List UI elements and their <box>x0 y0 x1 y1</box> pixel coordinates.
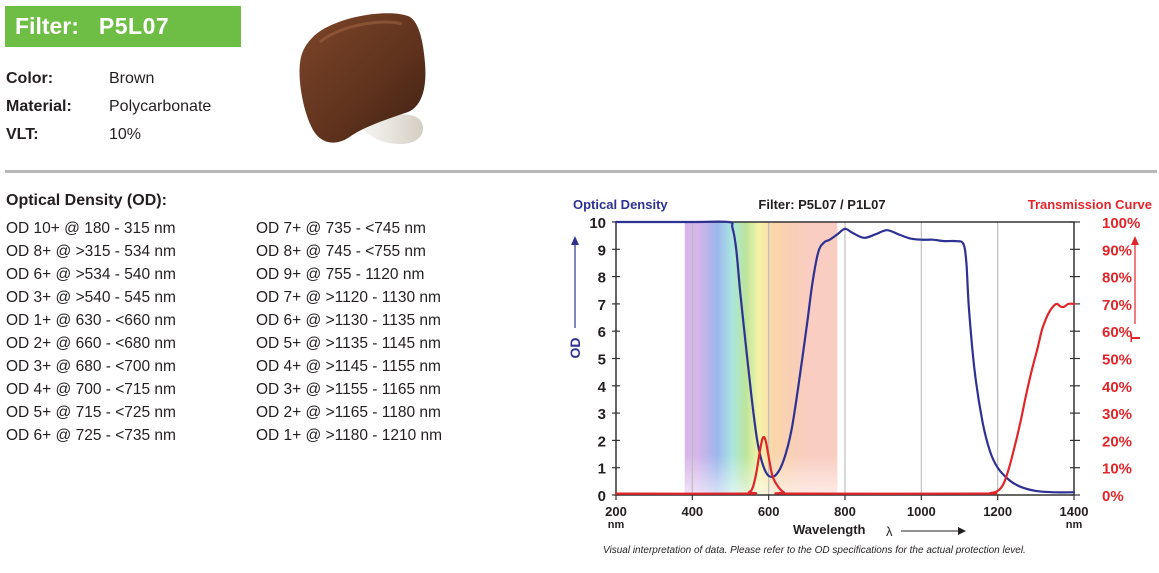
lambda-symbol: λ <box>886 524 893 539</box>
property-key: Color: <box>6 70 54 87</box>
od-spec-line: OD 8+ @ 745 - <755 nm <box>256 243 426 260</box>
left-tick-label: 2 <box>598 433 606 450</box>
od-spec-line: OD 9+ @ 755 - 1120 nm <box>256 266 425 283</box>
right-tick-label: 40% <box>1102 379 1132 396</box>
left-tick-label: 6 <box>598 324 606 341</box>
chart-title: Filter: P5L07 / P1L07 <box>758 197 885 212</box>
x-axis-label: Wavelength <box>793 522 866 537</box>
od-spec-column-2: OD 7+ @ 735 - <745 nm OD 8+ @ 745 - <755… <box>256 220 442 450</box>
left-tick-label: 4 <box>598 379 607 396</box>
od-spec-line: OD 6+ @ >1130 - 1135 nm <box>256 312 441 329</box>
left-chart-title: Optical Density <box>573 197 668 212</box>
od-spec-line: OD 3+ @ 680 - <700 nm <box>6 358 176 375</box>
filter-code: P5L07 <box>98 13 170 39</box>
od-spec-line: OD 1+ @ >1180 - 1210 nm <box>256 427 443 444</box>
right-tick-label: 30% <box>1102 406 1132 423</box>
chart-footnote: Visual interpretation of data. Please re… <box>603 545 1026 556</box>
od-spec-line: OD 2+ @ 660 - <680 nm <box>6 335 176 352</box>
od-curve <box>614 220 1076 494</box>
left-tick-label: 9 <box>598 242 606 259</box>
left-tick-label: 8 <box>598 270 606 287</box>
property-key: Material: <box>6 98 72 115</box>
x-tick-label: 1200 <box>983 504 1012 519</box>
od-spec-line: OD 3+ @ >540 - 545 nm <box>6 289 176 306</box>
right-tick-label: 90% <box>1102 242 1132 259</box>
property-value: Brown <box>109 70 155 87</box>
right-axis-label: T <box>1127 333 1143 342</box>
x-tick-label: 200 <box>605 504 627 519</box>
od-spec-line: OD 2+ @ >1165 - 1180 nm <box>256 404 441 421</box>
x-axis-arrow-head <box>958 527 966 535</box>
right-tick-label: 80% <box>1102 270 1132 287</box>
left-tick-label: 0 <box>598 488 606 505</box>
x-tick-label: 1000 <box>907 504 936 519</box>
left-tick-label: 3 <box>598 406 606 423</box>
od-spec-line: OD 6+ @ 725 - <735 nm <box>6 427 176 444</box>
left-axis-arrow-head <box>571 236 579 245</box>
x-tick-label: 600 <box>758 504 780 519</box>
right-tick-label: 60% <box>1102 324 1132 341</box>
left-axis-label: OD <box>567 338 583 359</box>
x-tick-label: 1400 <box>1060 504 1089 519</box>
right-tick-label: 100% <box>1102 215 1140 232</box>
od-spec-column-1: OD 10+ @ 180 - 315 nm OD 8+ @ >315 - 534… <box>6 220 176 450</box>
od-spec-line: OD 5+ @ 715 - <725 nm <box>6 404 176 421</box>
od-transmission-chart: 0123456789100%10%20%30%40%50%60%70%80%90… <box>567 197 1152 539</box>
right-tick-label: 50% <box>1102 352 1132 369</box>
left-tick-label: 7 <box>598 297 606 314</box>
od-section-title: Optical Density (OD): <box>6 192 167 209</box>
od-spec-line: OD 5+ @ >1135 - 1145 nm <box>256 335 441 352</box>
spectrum-fade <box>684 222 838 495</box>
left-tick-label: 10 <box>589 215 606 232</box>
section-divider <box>5 170 1157 173</box>
left-tick-label: 1 <box>598 461 606 478</box>
od-spec-line: OD 7+ @ >1120 - 1130 nm <box>256 289 441 306</box>
x-tick-label: 400 <box>681 504 703 519</box>
right-chart-title: Transmission Curve <box>1028 197 1152 212</box>
x-unit-label-left: nm <box>608 519 625 531</box>
x-tick-label: 800 <box>834 504 856 519</box>
od-spec-line: OD 4+ @ 700 - <715 nm <box>6 381 176 398</box>
od-spec-line: OD 3+ @ >1155 - 1165 nm <box>256 381 441 398</box>
x-unit-label-right: nm <box>1066 519 1083 531</box>
right-axis-arrow-head <box>1131 236 1139 245</box>
property-value: Polycarbonate <box>109 98 212 115</box>
transmission-curve <box>614 302 1076 495</box>
od-spec-line: OD 8+ @ >315 - 534 nm <box>6 243 176 260</box>
left-tick-label: 5 <box>598 352 606 369</box>
od-spec-line: OD 1+ @ 630 - <660 nm <box>6 312 176 329</box>
right-tick-label: 0% <box>1102 488 1124 505</box>
filter-title-bar: Filter: P5L07 <box>5 6 241 47</box>
filter-label: Filter: <box>15 13 79 39</box>
property-key: VLT: <box>6 126 39 143</box>
od-spec-line: OD 7+ @ 735 - <745 nm <box>256 220 426 237</box>
right-tick-label: 70% <box>1102 297 1132 314</box>
right-tick-label: 10% <box>1102 461 1132 478</box>
od-spec-line: OD 6+ @ >534 - 540 nm <box>6 266 176 283</box>
od-spec-line: OD 4+ @ >1145 - 1155 nm <box>256 358 441 375</box>
right-tick-label: 20% <box>1102 433 1132 450</box>
od-spec-line: OD 10+ @ 180 - 315 nm <box>6 220 176 237</box>
lens-sample-image <box>299 13 426 144</box>
property-value: 10% <box>109 126 142 143</box>
